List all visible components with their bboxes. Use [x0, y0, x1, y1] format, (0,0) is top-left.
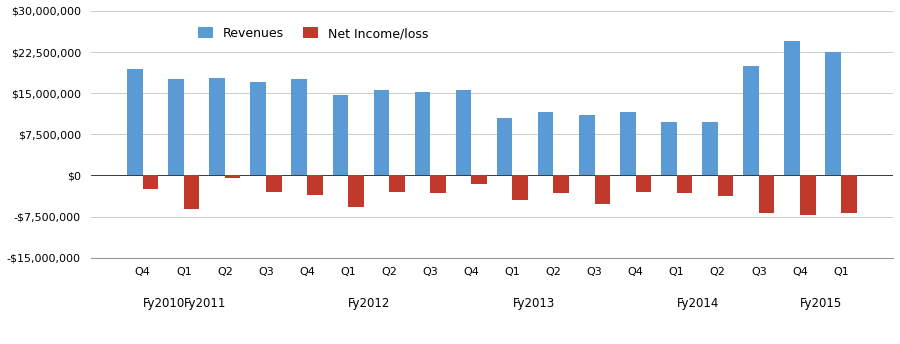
Bar — [538, 112, 554, 175]
Bar — [620, 112, 635, 175]
Bar — [635, 175, 652, 192]
Bar — [168, 79, 184, 175]
Text: Fy2011: Fy2011 — [184, 297, 226, 310]
Bar — [472, 175, 487, 184]
Bar — [348, 175, 364, 207]
Bar — [307, 175, 322, 195]
Bar — [415, 92, 430, 175]
Legend: Revenues, Net Income/loss: Revenues, Net Income/loss — [194, 22, 434, 45]
Bar — [497, 118, 512, 175]
Bar — [266, 175, 282, 192]
Bar — [127, 68, 143, 175]
Bar — [143, 175, 158, 189]
Bar — [210, 78, 225, 175]
Bar — [374, 90, 389, 175]
Bar — [784, 41, 800, 175]
Bar — [595, 175, 610, 204]
Bar — [841, 175, 857, 213]
Bar — [677, 175, 692, 193]
Bar — [702, 122, 718, 175]
Bar — [430, 175, 446, 193]
Bar — [292, 79, 307, 175]
Bar — [184, 175, 200, 209]
Bar — [332, 95, 348, 175]
Bar — [250, 82, 266, 175]
Text: Fy2014: Fy2014 — [677, 297, 719, 310]
Bar — [825, 52, 841, 175]
Text: Fy2013: Fy2013 — [512, 297, 554, 310]
Bar — [662, 122, 677, 175]
Bar — [579, 115, 595, 175]
Bar — [225, 175, 240, 178]
Bar — [554, 175, 569, 193]
Text: Fy2015: Fy2015 — [800, 297, 842, 310]
Bar — [512, 175, 528, 200]
Bar — [800, 175, 815, 215]
Bar — [759, 175, 774, 213]
Bar — [389, 175, 405, 192]
Text: Fy2012: Fy2012 — [348, 297, 391, 310]
Text: Fy2010: Fy2010 — [143, 297, 185, 310]
Bar — [718, 175, 734, 196]
Bar — [455, 90, 472, 175]
Bar — [743, 66, 759, 175]
